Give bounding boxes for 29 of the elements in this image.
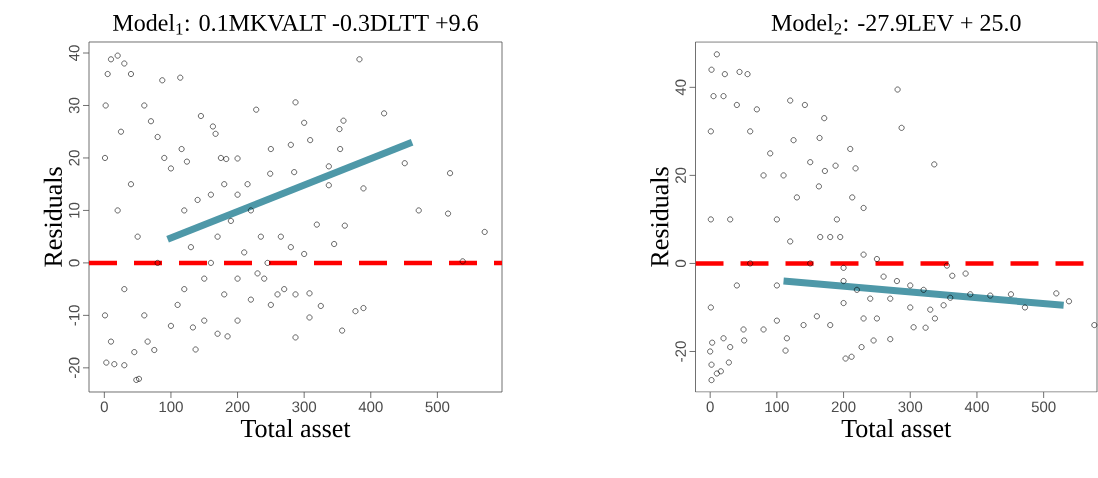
x-tick-label: 0 xyxy=(100,401,108,413)
y-tick-label: 10 xyxy=(68,202,80,218)
y-axis-title: Residuals xyxy=(43,167,62,267)
x-tick-label: 0 xyxy=(706,401,714,413)
chart-title: Model$_{2}$: -27.9LEV + 25.0 xyxy=(771,14,1021,35)
y-tick-label: 0 xyxy=(68,259,80,267)
x-tick-label: 400 xyxy=(358,401,383,413)
y-tick-label: -10 xyxy=(68,305,80,326)
x-tick-label: 300 xyxy=(292,401,317,413)
chart-title: Model$_{1}$: 0.1MKVALT -0.3DLTT +9.6 xyxy=(113,14,478,35)
x-tick-label: 200 xyxy=(831,401,856,413)
x-tick-label: 300 xyxy=(898,401,923,413)
y-tick-label: 0 xyxy=(675,259,686,268)
x-tick-label: 100 xyxy=(159,401,183,413)
y-tick-label: 30 xyxy=(68,97,80,114)
x-tick-label: 500 xyxy=(425,401,450,413)
x-tick-label: 400 xyxy=(964,401,989,413)
y-tick-label: -20 xyxy=(68,357,80,379)
y-tick-label: 20 xyxy=(675,167,686,183)
y-axis-title: Residuals xyxy=(650,167,669,267)
y-tick-label: 20 xyxy=(68,150,80,166)
y-tick-label: 40 xyxy=(68,45,80,62)
y-tick-label: 40 xyxy=(675,79,686,96)
x-tick-label: 200 xyxy=(225,401,250,413)
y-tick-label: -20 xyxy=(675,341,686,362)
x-tick-label: 500 xyxy=(1031,401,1056,413)
x-tick-label: 100 xyxy=(765,401,789,413)
x-axis-title: Total asset xyxy=(841,419,952,438)
x-axis-title: Total asset xyxy=(240,419,351,438)
